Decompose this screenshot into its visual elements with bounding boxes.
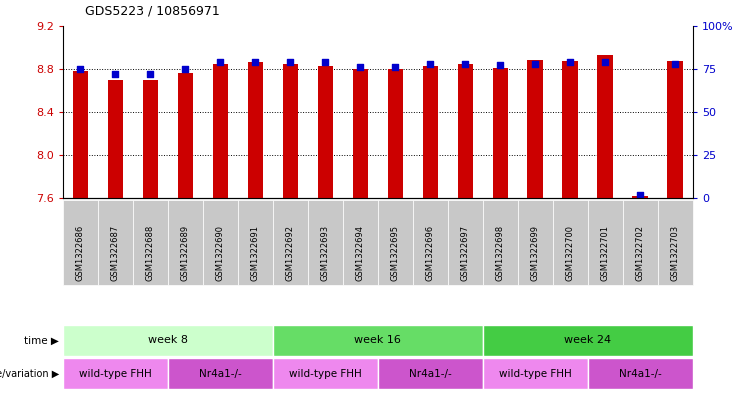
Text: GSM1322697: GSM1322697 (461, 225, 470, 281)
Bar (168, 358, 273, 389)
Bar (63, 325, 273, 356)
Point (565, 59, 576, 65)
Bar (273, 358, 378, 389)
Bar (597, 55, 614, 198)
Point (250, 59, 262, 65)
Point (110, 71, 122, 77)
Text: GSM1322702: GSM1322702 (636, 225, 645, 281)
Text: wild-type FHH: wild-type FHH (289, 369, 362, 379)
Bar (422, 66, 438, 198)
Point (354, 64, 366, 70)
Bar (73, 71, 88, 198)
Point (75, 66, 87, 72)
Bar (107, 79, 123, 198)
Bar (273, 325, 483, 356)
Text: Nr4a1-/-: Nr4a1-/- (409, 369, 452, 379)
Text: GSM1322699: GSM1322699 (531, 225, 540, 281)
Bar (318, 66, 333, 198)
Text: GSM1322691: GSM1322691 (251, 225, 260, 281)
Text: GSM1322686: GSM1322686 (76, 225, 85, 281)
Bar (493, 68, 508, 198)
Point (669, 61, 681, 67)
Bar (562, 61, 578, 198)
Bar (483, 358, 588, 389)
Point (599, 59, 611, 65)
Bar (178, 73, 193, 198)
Point (529, 61, 541, 67)
Text: GSM1322693: GSM1322693 (321, 225, 330, 281)
Point (215, 59, 227, 65)
Text: GDS5223 / 10856971: GDS5223 / 10856971 (84, 5, 219, 18)
Point (634, 192, 646, 198)
Text: GSM1322695: GSM1322695 (391, 225, 400, 281)
Bar (63, 358, 168, 389)
Text: GSM1322689: GSM1322689 (181, 225, 190, 281)
Text: GSM1322700: GSM1322700 (566, 225, 575, 281)
Text: wild-type FHH: wild-type FHH (79, 369, 152, 379)
Bar (588, 358, 693, 389)
Text: GSM1322701: GSM1322701 (601, 225, 610, 281)
Text: GSM1322687: GSM1322687 (111, 225, 120, 281)
Point (179, 66, 191, 72)
Text: week 16: week 16 (354, 335, 402, 345)
Bar (668, 61, 683, 198)
Bar (247, 62, 263, 198)
Text: GSM1322698: GSM1322698 (496, 225, 505, 281)
Text: GSM1322703: GSM1322703 (671, 225, 679, 281)
Point (390, 64, 402, 70)
Text: wild-type FHH: wild-type FHH (499, 369, 572, 379)
Bar (378, 358, 483, 389)
Text: GSM1322692: GSM1322692 (286, 225, 295, 281)
Point (319, 59, 331, 65)
Bar (353, 69, 368, 198)
Text: week 8: week 8 (148, 335, 188, 345)
Bar (633, 196, 648, 198)
Text: GSM1322690: GSM1322690 (216, 225, 225, 281)
Bar (528, 60, 543, 198)
Bar (483, 325, 693, 356)
Text: GSM1322696: GSM1322696 (426, 225, 435, 281)
Point (285, 59, 296, 65)
Bar (388, 69, 403, 198)
Point (425, 61, 436, 67)
Text: week 24: week 24 (565, 335, 611, 345)
Bar (142, 79, 159, 198)
Text: Nr4a1-/-: Nr4a1-/- (619, 369, 662, 379)
Text: GSM1322688: GSM1322688 (146, 225, 155, 281)
Point (494, 62, 506, 68)
Bar (213, 64, 228, 198)
Text: GSM1322694: GSM1322694 (356, 225, 365, 281)
Text: genotype/variation ▶: genotype/variation ▶ (0, 369, 59, 379)
Text: time ▶: time ▶ (24, 335, 59, 345)
Point (459, 61, 471, 67)
Point (144, 71, 156, 77)
Bar (457, 64, 473, 198)
Bar (282, 64, 299, 198)
Text: Nr4a1-/-: Nr4a1-/- (199, 369, 242, 379)
